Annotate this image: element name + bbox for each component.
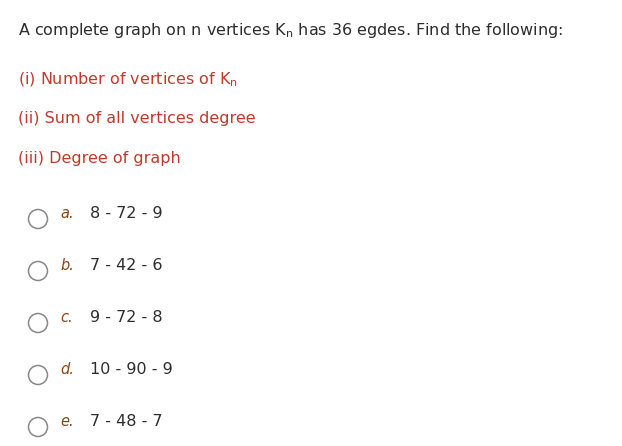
Text: c.: c.: [60, 310, 73, 325]
Text: (i) Number of vertices of $\mathrm{K_n}$: (i) Number of vertices of $\mathrm{K_n}$: [18, 71, 238, 89]
Text: A complete graph on n vertices $\mathrm{K_n}$ has 36 egdes. Find the following:: A complete graph on n vertices $\mathrm{…: [18, 21, 563, 40]
Text: 7 - 48 - 7: 7 - 48 - 7: [90, 414, 162, 429]
Text: (ii) Sum of all vertices degree: (ii) Sum of all vertices degree: [18, 111, 256, 126]
Text: b.: b.: [60, 258, 74, 273]
Text: 7 - 42 - 6: 7 - 42 - 6: [90, 258, 162, 273]
Text: (iii) Degree of graph: (iii) Degree of graph: [18, 151, 181, 166]
Text: 8 - 72 - 9: 8 - 72 - 9: [90, 206, 162, 221]
Text: d.: d.: [60, 362, 74, 377]
Text: a.: a.: [60, 206, 73, 221]
Text: 10 - 90 - 9: 10 - 90 - 9: [90, 362, 173, 377]
Text: e.: e.: [60, 414, 73, 429]
Text: 9 - 72 - 8: 9 - 72 - 8: [90, 310, 162, 325]
